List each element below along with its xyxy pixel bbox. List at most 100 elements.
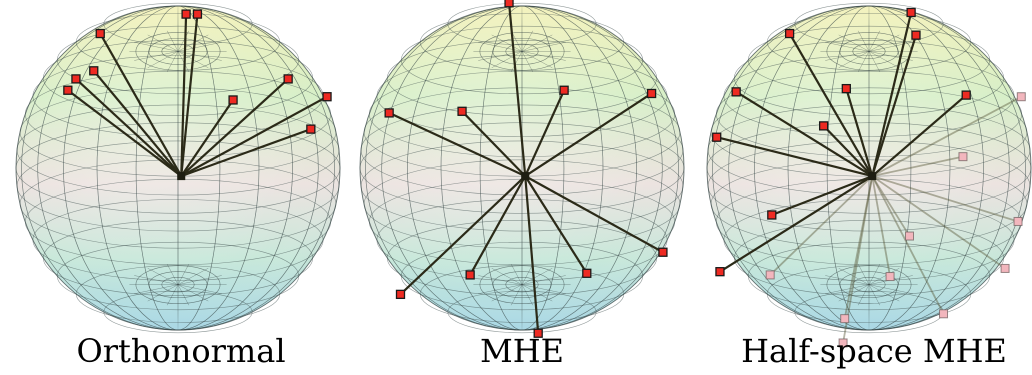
point-marker	[646, 88, 657, 99]
pole-spoke	[857, 51, 870, 73]
pole-spoke	[868, 284, 913, 295]
pole-spoke	[521, 275, 566, 285]
point-marker	[228, 95, 238, 105]
pole-spoke	[825, 275, 870, 285]
point-marker	[181, 9, 191, 19]
pole-spoke	[868, 34, 900, 52]
weight-vector	[180, 128, 312, 178]
pole-spoke	[825, 51, 870, 61]
pole-spoke	[868, 284, 881, 306]
pole-spoke	[134, 51, 179, 61]
ghost-vector	[871, 175, 1006, 270]
ghost-vector	[871, 95, 1022, 177]
pole-spoke	[857, 30, 870, 52]
pole-spoke	[857, 263, 870, 285]
weight-vector	[822, 125, 874, 177]
weight-vector	[524, 176, 540, 334]
point-marker	[384, 108, 394, 118]
pole-spoke	[478, 284, 523, 295]
pole-spoke	[177, 51, 190, 73]
ghost-point-marker	[905, 231, 914, 241]
pole-spoke	[177, 284, 222, 295]
pole-spoke	[491, 284, 523, 302]
weight-vector	[716, 136, 873, 178]
point-marker	[767, 210, 777, 220]
pole-spoke	[491, 267, 523, 285]
weight-vector	[524, 175, 664, 254]
pole-spoke	[521, 284, 534, 306]
point-marker	[504, 0, 514, 8]
weight-vector	[871, 94, 967, 177]
ghost-point-marker	[838, 338, 848, 348]
point-marker	[283, 74, 293, 84]
weight-vector	[871, 12, 913, 177]
sphere-panel-mhe	[359, 0, 685, 338]
pole-spoke	[177, 284, 209, 302]
pole-spoke	[521, 30, 534, 52]
pole-spoke	[825, 41, 870, 52]
ghost-vector	[871, 175, 1019, 223]
weight-vector	[507, 2, 527, 177]
pole-spoke	[177, 275, 222, 285]
weight-vector	[771, 175, 873, 217]
pole-spoke	[491, 34, 523, 52]
weight-vector	[399, 175, 526, 296]
origin-marker	[868, 172, 877, 181]
pole-spoke	[166, 284, 179, 306]
ghost-vector	[872, 155, 964, 177]
weight-vector	[524, 92, 653, 178]
point-marker	[841, 83, 851, 94]
pole-spoke	[478, 275, 523, 285]
weight-vector	[99, 32, 183, 177]
pole-spoke	[134, 41, 179, 52]
point-marker	[818, 121, 829, 131]
pole-spoke	[521, 284, 566, 295]
ghost-point-marker	[1013, 216, 1023, 226]
pole-spoke	[868, 267, 900, 285]
weight-vector	[524, 175, 588, 274]
pole-spoke	[134, 275, 179, 285]
weight-vector	[524, 89, 566, 177]
pole-spoke	[825, 284, 870, 295]
point-marker	[395, 289, 406, 300]
ghost-point-marker	[885, 272, 895, 282]
pole-spoke	[521, 51, 553, 69]
pole-spoke	[166, 51, 179, 73]
ghost-vector	[871, 175, 945, 315]
pole-spoke	[177, 267, 209, 285]
point-marker	[911, 30, 921, 40]
ghost-point-marker	[958, 152, 968, 162]
weight-vector	[92, 70, 183, 177]
caption-mhe: MHE	[479, 332, 565, 370]
weight-vector	[180, 95, 328, 178]
sphere-outline	[15, 5, 341, 331]
pole-spoke	[478, 41, 523, 52]
ghost-point-marker	[1016, 92, 1026, 102]
weight-vector	[461, 110, 527, 177]
pole-spoke	[521, 51, 566, 61]
caption-half-space-mhe: Half-space MHE	[741, 332, 1007, 370]
point-marker	[89, 66, 99, 76]
point-marker	[906, 7, 916, 18]
pole-spoke	[521, 267, 553, 285]
sphere-panel-half-space-mhe	[706, 2, 1032, 348]
weight-vector	[719, 175, 873, 273]
pole-spoke	[177, 30, 190, 52]
pole-spoke	[857, 284, 870, 306]
point-marker	[63, 85, 73, 95]
pole-spoke	[868, 284, 900, 302]
pole-spoke	[510, 51, 523, 73]
ghost-point-marker	[840, 314, 850, 324]
sphere-outline	[359, 5, 685, 331]
pole-spoke	[868, 41, 913, 52]
weight-vector	[180, 78, 289, 177]
weight-vector	[180, 99, 234, 177]
point-marker	[784, 28, 795, 39]
point-marker	[306, 124, 316, 134]
pole-spoke	[147, 284, 179, 302]
ghost-point-marker	[765, 270, 775, 280]
point-marker	[95, 28, 105, 39]
point-marker	[71, 74, 81, 84]
pole-spoke	[166, 263, 179, 285]
